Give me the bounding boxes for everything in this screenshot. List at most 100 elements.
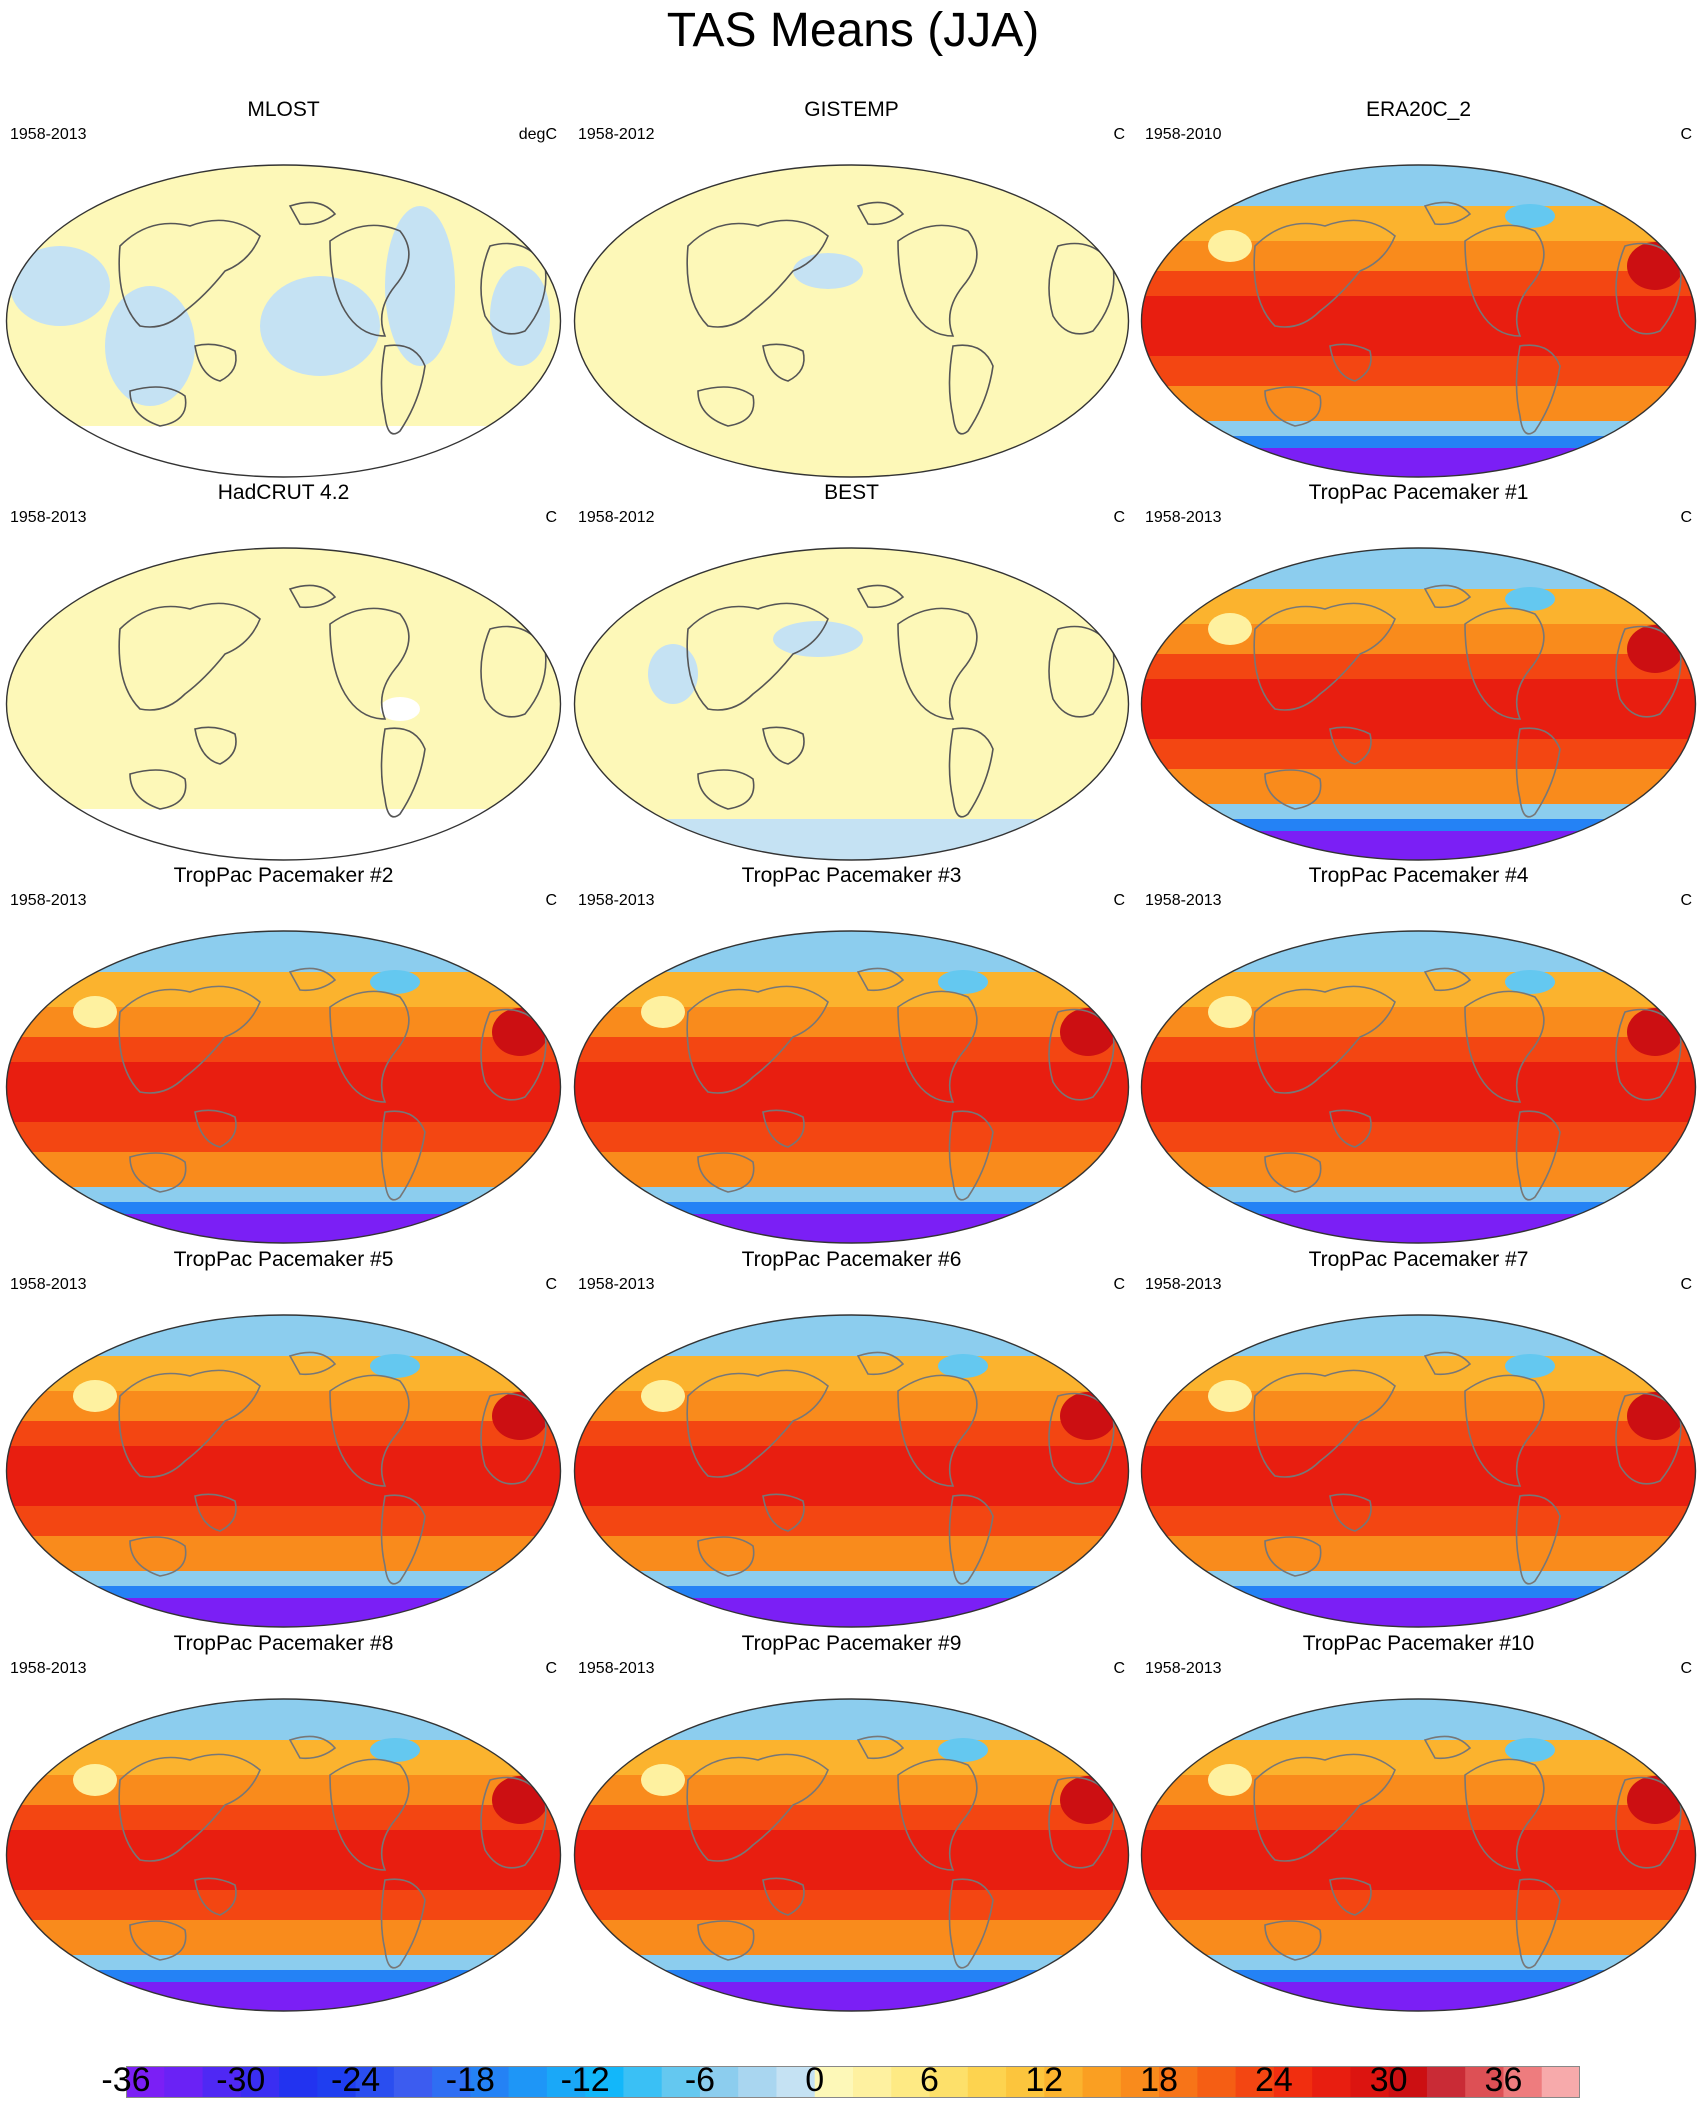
colorbar-swatch <box>240 2066 280 2098</box>
coastline-6 <box>856 201 905 226</box>
panel-units: C <box>545 892 557 909</box>
colorbar-swatch <box>317 2066 356 2098</box>
coastline-1 <box>194 343 237 382</box>
greenland-cold-spot <box>370 970 420 994</box>
coastline-2 <box>129 386 187 427</box>
coastline-0 <box>686 985 829 1094</box>
antarctica-band <box>1141 448 1696 477</box>
hot-desert-spot <box>641 1764 685 1796</box>
sahara-hot-spot <box>1627 1776 1683 1824</box>
panel-units: degC <box>518 126 557 143</box>
coastline-2 <box>697 769 755 810</box>
hot-desert-spot <box>1208 1380 1252 1412</box>
coastline-1 <box>194 1877 237 1916</box>
colorbar-swatch <box>508 2066 548 2098</box>
cool-anomaly-patch <box>105 286 195 406</box>
coastline-1 <box>194 1109 237 1148</box>
map-panel: TropPac Pacemaker #6 1958-2013 C <box>568 1246 1135 1628</box>
coastline-6 <box>1423 584 1472 609</box>
map-canvas <box>1140 930 1697 1244</box>
sahara-hot-spot <box>1627 242 1683 290</box>
sahara-hot-spot <box>1627 1392 1683 1440</box>
colorbar-swatch <box>202 2066 242 2098</box>
map-panel: MLOST 1958-2013 degC <box>0 96 567 478</box>
coastline-0 <box>1253 985 1396 1094</box>
hot-desert-spot <box>1208 613 1252 645</box>
coastline-0 <box>118 985 261 1094</box>
map-canvas <box>5 164 562 478</box>
cool-anomaly-patch <box>793 253 863 289</box>
coastline-2 <box>697 1920 755 1961</box>
coastline-4 <box>380 1110 426 1201</box>
map-outline <box>5 1314 562 1628</box>
antarctica-band <box>574 1982 1129 2011</box>
map-canvas <box>1140 1698 1697 2012</box>
map-canvas <box>5 930 562 1244</box>
panel-title: TropPac Pacemaker #1 <box>1308 481 1529 504</box>
coastline-3 <box>1464 990 1545 1103</box>
greenland-cold-spot <box>1505 587 1555 611</box>
panel-period: 1958-2013 <box>578 1660 655 1677</box>
colorbar-swatch <box>1273 2066 1313 2098</box>
colorbar-swatch <box>1044 2066 1083 2098</box>
coastline-3 <box>1464 1374 1545 1487</box>
sahara-hot-spot <box>1627 625 1683 673</box>
coastline-2 <box>697 386 755 427</box>
coastline-1 <box>1329 1109 1372 1148</box>
panel-title: TropPac Pacemaker #6 <box>741 1248 962 1271</box>
antarctica-band <box>6 1214 561 1243</box>
hot-desert-spot <box>641 996 685 1028</box>
colorbar-swatch <box>1350 2066 1390 2098</box>
colorbar-swatch <box>1235 2066 1275 2098</box>
cool-anomaly-band <box>574 819 1129 860</box>
cool-anomaly-patch <box>648 644 698 704</box>
panel-period: 1958-2013 <box>10 509 87 526</box>
coastline-0 <box>118 1369 261 1478</box>
equator-band <box>1141 1446 1696 1506</box>
hot-desert-spot <box>73 1380 117 1412</box>
antarctica-band <box>574 1214 1129 1243</box>
colorbar-swatch <box>1541 2066 1580 2098</box>
coastline-0 <box>686 602 829 711</box>
colorbar-swatch <box>355 2066 395 2098</box>
cool-anomaly-patch <box>260 276 380 376</box>
map-outline <box>1140 164 1697 478</box>
figure-title: TAS Means (JJA) <box>666 4 1040 57</box>
cool-anomaly-patch <box>773 621 863 657</box>
hot-desert-spot <box>1208 996 1252 1028</box>
coastline-1 <box>762 343 805 382</box>
greenland-cold-spot <box>1505 1738 1555 1762</box>
map-fill <box>574 548 1129 860</box>
colorbar-swatch <box>853 2066 892 2098</box>
missing-data-band <box>6 426 561 477</box>
panel-title: ERA20C_2 <box>1365 98 1472 121</box>
colorbar-swatch <box>1503 2066 1543 2098</box>
coastline-2 <box>1264 1152 1322 1193</box>
sahara-hot-spot <box>1060 1008 1116 1056</box>
map-fill <box>6 548 561 860</box>
coastline-6 <box>1423 1735 1472 1760</box>
panel-units: C <box>1680 892 1692 909</box>
hot-desert-spot <box>73 1764 117 1796</box>
panel-title: BEST <box>824 481 879 504</box>
map-canvas <box>573 547 1130 861</box>
coastline-3 <box>329 224 410 337</box>
coastline-0 <box>1253 1369 1396 1478</box>
cool-anomaly-patch <box>490 266 550 366</box>
map-panel: TropPac Pacemaker #4 1958-2013 C <box>1135 862 1702 1244</box>
coastline-1 <box>194 1493 237 1532</box>
map-outline <box>1140 1698 1697 2012</box>
colorbar-swatch <box>546 2066 586 2098</box>
equator-band <box>1141 1062 1696 1122</box>
map-canvas <box>573 930 1130 1244</box>
hot-desert-spot <box>1208 230 1252 262</box>
coastline-1 <box>194 726 237 765</box>
cool-anomaly-patch <box>10 246 110 326</box>
sahara-hot-spot <box>492 1392 548 1440</box>
coastline-3 <box>329 607 410 720</box>
coastline-0 <box>686 219 829 328</box>
colorbar-swatch <box>1312 2066 1351 2098</box>
coastline-2 <box>1264 1920 1322 1961</box>
colorbar-swatch <box>585 2066 624 2098</box>
panel-units: C <box>1113 1660 1125 1677</box>
